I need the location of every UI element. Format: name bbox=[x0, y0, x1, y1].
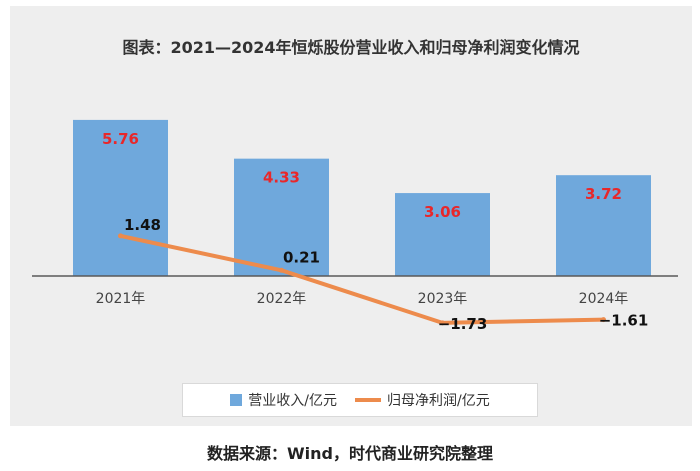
net-profit-line bbox=[118, 233, 606, 325]
x-tick-label-1: 2021年 bbox=[96, 291, 146, 307]
chart-title: 图表：2021—2024年恒烁股份营业收入和归母净利润变化情况 bbox=[122, 38, 580, 57]
line-label-4: −1.61 bbox=[599, 312, 649, 330]
legend-item-revenue: 营业收入/亿元 bbox=[230, 390, 337, 410]
source-note: 数据来源：Wind，时代商业研究院整理 bbox=[207, 444, 493, 463]
legend-line-swatch bbox=[355, 398, 381, 402]
line-point-1 bbox=[118, 233, 123, 239]
legend-label-revenue: 营业收入/亿元 bbox=[248, 393, 337, 409]
line-point-3 bbox=[440, 320, 445, 326]
legend-label-net-profit: 归母净利润/亿元 bbox=[387, 393, 490, 409]
x-tick-label-4: 2024年 bbox=[579, 291, 629, 307]
bar-label-3: 3.06 bbox=[424, 203, 461, 221]
line-point-2 bbox=[279, 267, 284, 273]
legend-item-net-profit: 归母净利润/亿元 bbox=[355, 390, 490, 410]
line-point-4 bbox=[601, 317, 606, 323]
legend: 营业收入/亿元 归母净利润/亿元 bbox=[182, 383, 538, 417]
line-label-2: 0.21 bbox=[283, 248, 320, 266]
line-label-3: −1.73 bbox=[438, 315, 488, 333]
chart-area: 图表：2021—2024年恒烁股份营业收入和归母净利润变化情况 5.76 4.33… bbox=[10, 6, 692, 426]
bar-label-4: 3.72 bbox=[585, 185, 622, 203]
bar-1 bbox=[73, 119, 168, 277]
legend-bar-swatch bbox=[230, 394, 243, 406]
bar-label-2: 4.33 bbox=[263, 169, 300, 187]
chart-plot: 5.76 4.33 3.06 3.72 2021年 2022年 2023年 2024年 1.48… bbox=[32, 119, 678, 333]
bar-4 bbox=[556, 175, 651, 276]
x-tick-label-2: 2022年 bbox=[257, 291, 307, 307]
x-tick-label-3: 2023年 bbox=[418, 291, 468, 307]
bar-3 bbox=[395, 193, 490, 276]
bar-label-1: 5.76 bbox=[102, 130, 139, 148]
line-label-1: 1.48 bbox=[124, 216, 161, 234]
bar-2 bbox=[234, 158, 329, 276]
